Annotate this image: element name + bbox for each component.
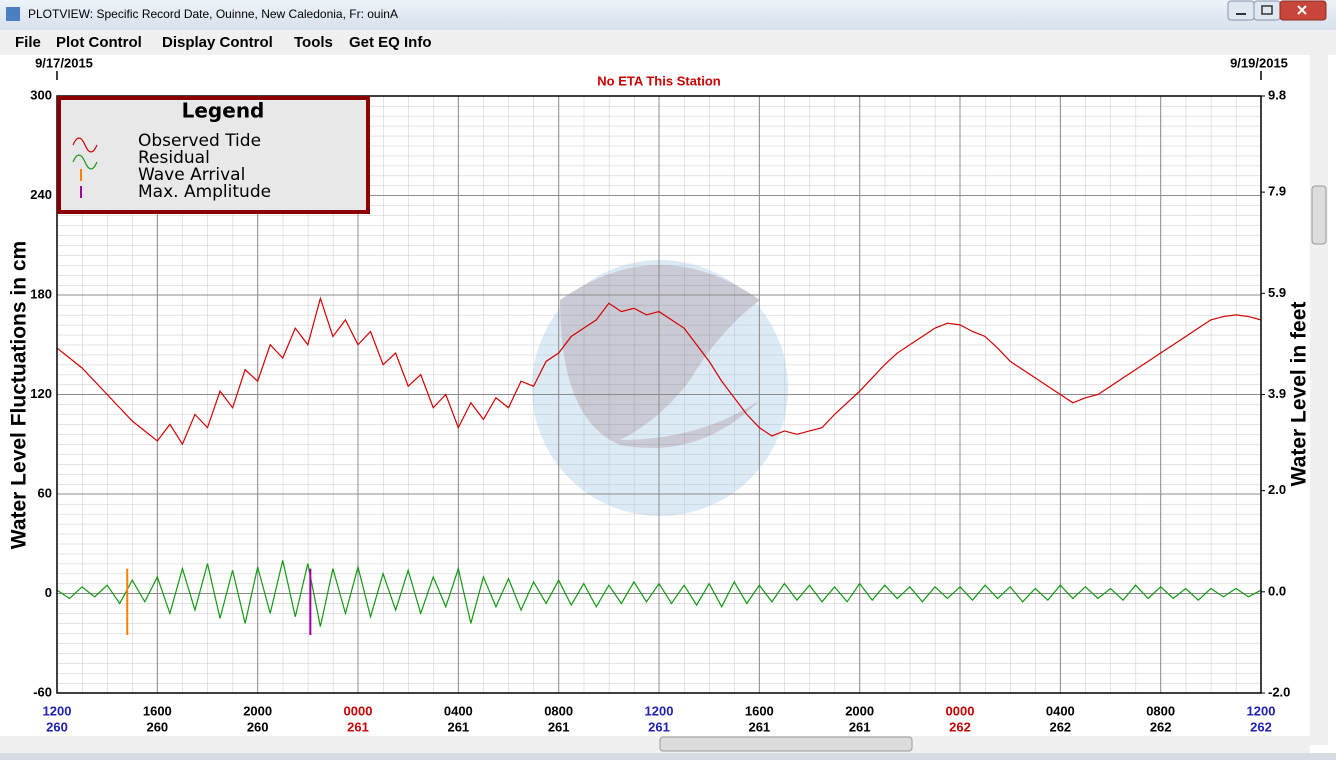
x-tick-label: 1200 [1247,703,1276,718]
start-date: 9/17/2015 [35,55,93,70]
y-axis-title: Water Level Fluctuations in cm [8,241,31,549]
x-tick-label: 0800 [1146,703,1175,718]
y2-tick-label: 5.9 [1268,285,1286,300]
window-title: PLOTVIEW: Specific Record Date, Ouinne, … [28,7,398,21]
legend-box [57,96,370,214]
menu-item[interactable]: Plot Control [56,34,142,51]
legend-swatch [72,154,98,170]
legend-label: Max. Amplitude [138,182,271,202]
y-tick-label: 180 [30,286,52,301]
x-tick-label: 2000 [845,703,874,718]
x-tick-label: 1200 [43,703,72,718]
scroll-thumb[interactable] [1311,185,1327,245]
scroll-thumb[interactable] [659,736,913,752]
maximize-icon [1261,5,1273,15]
menu-item[interactable]: Get EQ Info [349,34,432,51]
y-tick-label: 300 [30,87,52,102]
x-tick-label: 0000 [946,703,975,718]
chart-title: No ETA This Station [597,73,721,88]
legend-title: Legend [182,99,265,123]
x-tick-day: 261 [648,719,670,734]
x-tick-day: 260 [247,719,269,734]
vertical-scrollbar[interactable] [1310,55,1328,745]
app-icon [6,7,20,21]
y2-tick-label: 0.0 [1268,583,1286,598]
x-tick-day: 260 [46,719,68,734]
y2-axis-title: Water Level in feet [1288,302,1311,487]
x-tick-day: 262 [1049,719,1071,734]
maximize-button[interactable] [1253,0,1281,21]
legend-swatch [72,137,98,153]
watermark [532,260,788,516]
x-tick-day: 261 [748,719,770,734]
menu-item[interactable]: Tools [294,34,333,51]
x-tick-day: 262 [1150,719,1172,734]
x-tick-label: 0000 [344,703,373,718]
y-tick-label: 240 [30,187,52,202]
y-tick-label: 120 [30,386,52,401]
y-tick-label: -60 [33,684,52,699]
watermark-disc [532,260,788,516]
y-tick-label: 0 [45,585,52,600]
x-tick-label: 1600 [745,703,774,718]
legend-label: Residual [138,148,210,168]
x-tick-label: 1200 [645,703,674,718]
end-date: 9/19/2015 [1230,55,1288,70]
title-bar [0,0,1336,30]
x-tick-label: 1600 [143,703,172,718]
x-tick-label: 0800 [544,703,573,718]
horizontal-scrollbar[interactable] [0,736,1310,753]
x-tick-label: 0400 [1046,703,1075,718]
menu-item[interactable]: Display Control [162,34,273,51]
minimize-button[interactable] [1227,0,1255,21]
menu-bar [0,30,1336,55]
date-pointer [56,71,1262,80]
y2-tick-label: 3.9 [1268,386,1286,401]
y2-tick-label: 2.0 [1268,482,1286,497]
x-tick-label: 2000 [243,703,272,718]
series-line [56,296,1262,446]
y2-tick-label: 7.9 [1268,184,1286,199]
x-tick-day: 262 [949,719,971,734]
window-border [0,753,1336,760]
close-icon [1297,5,1307,15]
x-tick-day: 260 [146,719,168,734]
y2-tick-label: -2.0 [1268,684,1290,699]
menu-item[interactable]: File [15,34,41,51]
x-tick-day: 261 [347,719,369,734]
x-tick-day: 261 [849,719,871,734]
legend-label: Wave Arrival [138,165,245,185]
watermark-bird [560,265,760,448]
y2-tick-label: 9.8 [1268,87,1286,102]
x-tick-day: 261 [447,719,469,734]
series-line [56,560,1262,627]
legend-label: Observed Tide [138,131,261,151]
y-tick-label: 60 [38,485,52,500]
x-tick-label: 0400 [444,703,473,718]
x-tick-day: 262 [1250,719,1272,734]
x-tick-day: 261 [548,719,570,734]
